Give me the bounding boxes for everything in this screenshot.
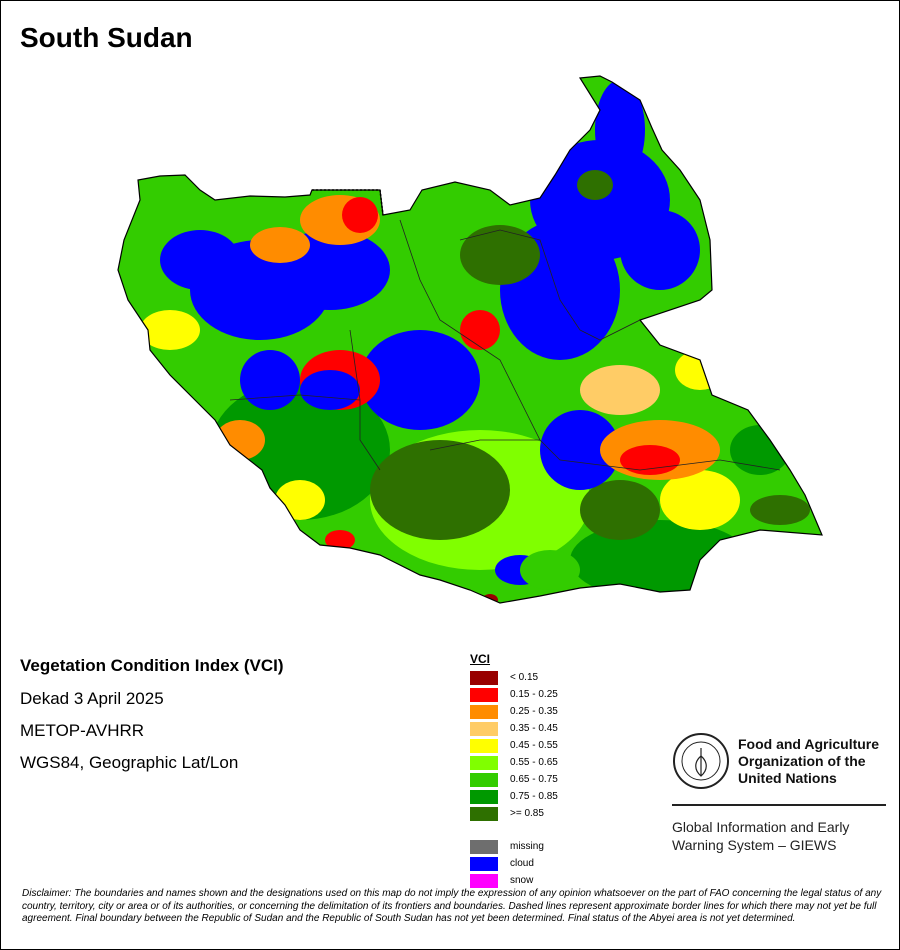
legend-label: >= 0.85 xyxy=(510,808,544,819)
legend-label: missing xyxy=(510,841,544,852)
period-label: Dekad 3 April 2025 xyxy=(20,689,164,708)
legend-swatch xyxy=(470,856,498,871)
legend-swatch xyxy=(470,806,498,821)
legend-swatch xyxy=(470,839,498,854)
legend-item: 0.35 - 0.45 xyxy=(470,720,558,737)
legend-item: 0.75 - 0.85 xyxy=(470,788,558,805)
legend-swatch xyxy=(470,704,498,719)
map-title: South Sudan xyxy=(20,22,193,53)
sensor-label: METOP-AVHRR xyxy=(20,721,145,740)
index-title: Vegetation Condition Index (VCI) xyxy=(20,656,284,675)
legend-item: snow xyxy=(470,872,558,889)
legend-item: 0.55 - 0.65 xyxy=(470,754,558,771)
legend-label: 0.75 - 0.85 xyxy=(510,791,558,802)
fao-branding: Food and Agriculture Organization of the… xyxy=(672,732,888,854)
legend-swatch xyxy=(470,772,498,787)
legend-swatch xyxy=(470,789,498,804)
legend-label: 0.65 - 0.75 xyxy=(510,774,558,785)
legend-label: 0.25 - 0.35 xyxy=(510,706,558,717)
legend-label: snow xyxy=(510,875,534,886)
legend-swatch xyxy=(470,755,498,770)
legend-swatch xyxy=(470,670,498,685)
legend-classes: < 0.15 0.15 - 0.25 0.25 - 0.35 0.35 - 0.… xyxy=(470,669,558,822)
map-info: Vegetation Condition Index (VCI) Dekad 3… xyxy=(20,656,284,785)
fao-logo-icon xyxy=(673,733,729,789)
projection-label: WGS84, Geographic Lat/Lon xyxy=(20,753,239,772)
legend-swatch xyxy=(470,738,498,753)
legend-label: 0.15 - 0.25 xyxy=(510,689,558,700)
legend-label: 0.35 - 0.45 xyxy=(510,723,558,734)
disclaimer-text: Disclaimer: The boundaries and names sho… xyxy=(22,888,882,924)
state-boundaries xyxy=(229,219,781,471)
legend-label: 0.45 - 0.55 xyxy=(510,740,558,751)
legend-item: >= 0.85 xyxy=(470,805,558,822)
abyei-area-border xyxy=(312,189,384,216)
vci-map xyxy=(117,75,823,604)
legend-item: 0.25 - 0.35 xyxy=(470,703,558,720)
legend-item: 0.45 - 0.55 xyxy=(470,737,558,754)
divider xyxy=(672,804,886,806)
legend-label: cloud xyxy=(510,858,534,869)
fao-name: Food and Agriculture Organization of the… xyxy=(738,735,880,786)
legend-item: missing xyxy=(470,838,558,855)
legend-swatch xyxy=(470,687,498,702)
legend-item: < 0.15 xyxy=(470,669,558,686)
legend-item: 0.15 - 0.25 xyxy=(470,686,558,703)
legend-swatch xyxy=(470,721,498,736)
legend-item: 0.65 - 0.75 xyxy=(470,771,558,788)
legend-special: missing cloud snow xyxy=(470,838,558,889)
giews-name: Global Information and Early Warning Sys… xyxy=(672,819,850,853)
legend-label: < 0.15 xyxy=(510,672,539,683)
legend-swatch xyxy=(470,873,498,888)
legend-label: 0.55 - 0.65 xyxy=(510,757,558,768)
legend-item: cloud xyxy=(470,855,558,872)
legend-title: VCI xyxy=(470,652,491,666)
vci-legend: VCI < 0.15 0.15 - 0.25 0.25 - 0.35 0.35 … xyxy=(470,652,558,889)
